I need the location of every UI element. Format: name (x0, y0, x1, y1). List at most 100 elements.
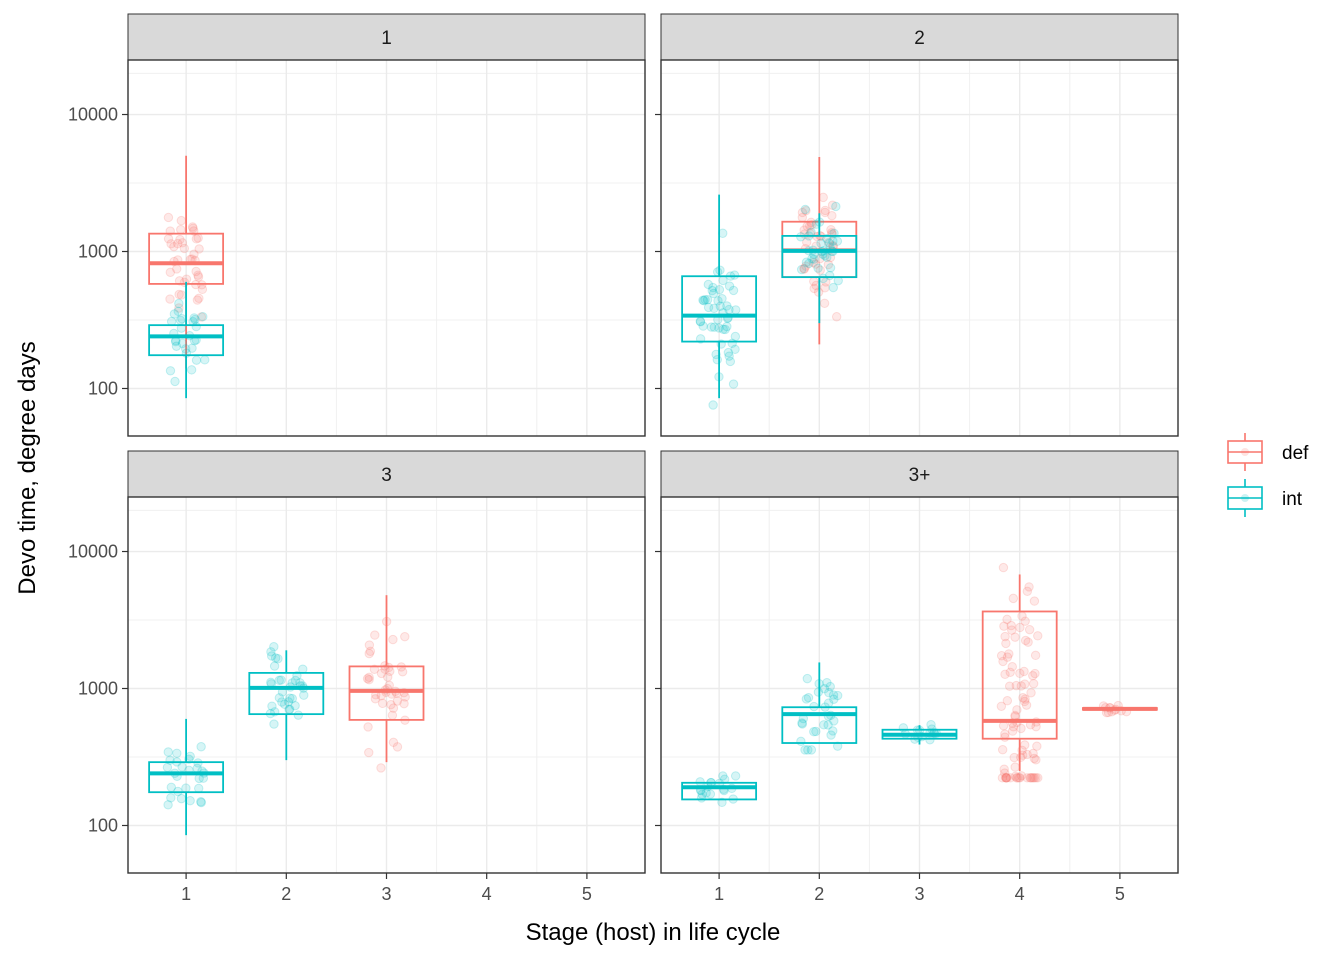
data-point (718, 324, 728, 334)
data-point (1001, 773, 1011, 783)
data-point (1024, 624, 1035, 635)
data-point (709, 303, 719, 314)
data-point (1016, 681, 1026, 691)
x-tick-label: 1 (714, 884, 724, 904)
data-point (187, 222, 198, 232)
data-point (1018, 750, 1028, 760)
data-point (698, 295, 708, 305)
data-point (1002, 773, 1012, 783)
data-point (1024, 582, 1034, 592)
x-tick-label: 4 (482, 884, 492, 904)
data-point (193, 272, 204, 282)
data-point (166, 239, 176, 249)
data-point (176, 793, 187, 804)
x-axis-title: Stage (host) in life cycle (526, 919, 781, 946)
box-int-stage-1 (148, 281, 225, 399)
data-point (800, 745, 810, 755)
legend-item-def: def (1227, 433, 1309, 471)
data-point (1002, 696, 1013, 706)
data-point (997, 745, 1008, 755)
data-point (276, 675, 286, 685)
data-point (1033, 773, 1043, 783)
data-point (723, 347, 734, 358)
legend-label: def (1282, 443, 1309, 464)
data-point (796, 232, 806, 242)
data-point (1010, 762, 1020, 772)
x-tick-label: 3 (381, 884, 391, 904)
data-point (722, 321, 732, 332)
data-point (1031, 755, 1041, 765)
box-def-stage-4 (981, 562, 1058, 783)
data-point (196, 797, 206, 808)
data-point (170, 376, 180, 387)
data-point (796, 264, 807, 275)
data-point (189, 249, 199, 259)
data-point (1002, 652, 1013, 662)
panel-border (127, 59, 646, 437)
data-point (174, 289, 184, 300)
data-point (829, 716, 839, 726)
data-point (1009, 752, 1019, 763)
data-point (267, 701, 277, 711)
data-point (714, 323, 724, 333)
y-tick-label: 10000 (68, 105, 118, 125)
facet-strip-label: 2 (914, 28, 925, 49)
data-point (162, 762, 173, 773)
data-point (1000, 631, 1010, 642)
data-point (832, 741, 843, 751)
data-point (163, 212, 174, 223)
data-point (177, 762, 187, 772)
data-point (1020, 694, 1030, 704)
data-point (703, 279, 714, 290)
data-point (799, 264, 809, 274)
y-tick-label: 100 (88, 378, 118, 398)
data-point (823, 259, 834, 270)
data-point (290, 675, 301, 686)
facet-strip (660, 450, 1179, 498)
data-point (269, 642, 279, 652)
y-tick-label: 1000 (78, 242, 118, 262)
data-point (1015, 622, 1025, 633)
data-point (801, 694, 812, 704)
legend-key-point (1241, 448, 1249, 456)
x-tick-label: 4 (1015, 884, 1025, 904)
data-point (1008, 593, 1019, 604)
data-point (1028, 678, 1039, 689)
data-point (363, 722, 373, 732)
data-point (400, 631, 410, 642)
box-iqr (681, 275, 758, 343)
data-point (828, 236, 838, 246)
data-point (709, 322, 720, 332)
data-point (196, 312, 207, 322)
data-point (1015, 773, 1025, 783)
data-point (796, 736, 806, 747)
data-point (177, 338, 188, 349)
y-tick-label: 1000 (78, 679, 118, 699)
data-point (820, 207, 830, 218)
data-point (1026, 688, 1036, 698)
data-point (1014, 773, 1024, 783)
data-point (826, 224, 836, 235)
data-point (274, 675, 284, 686)
data-point (174, 298, 184, 309)
data-point (801, 257, 812, 267)
data-point (996, 651, 1007, 661)
data-point (819, 683, 830, 694)
data-point (823, 720, 833, 730)
y-tick-label: 100 (88, 815, 118, 835)
data-point (299, 690, 309, 700)
data-point (997, 773, 1008, 783)
data-point (712, 354, 722, 365)
data-point (824, 238, 835, 248)
data-point (370, 630, 380, 640)
data-point (722, 301, 732, 311)
data-point (186, 365, 197, 375)
data-point (1011, 773, 1022, 783)
data-point (724, 351, 734, 361)
data-point (189, 313, 199, 323)
box-int-stage-2 (781, 662, 858, 755)
data-point (191, 266, 201, 277)
data-point (174, 303, 184, 313)
data-point (165, 267, 176, 278)
data-point (714, 284, 725, 295)
